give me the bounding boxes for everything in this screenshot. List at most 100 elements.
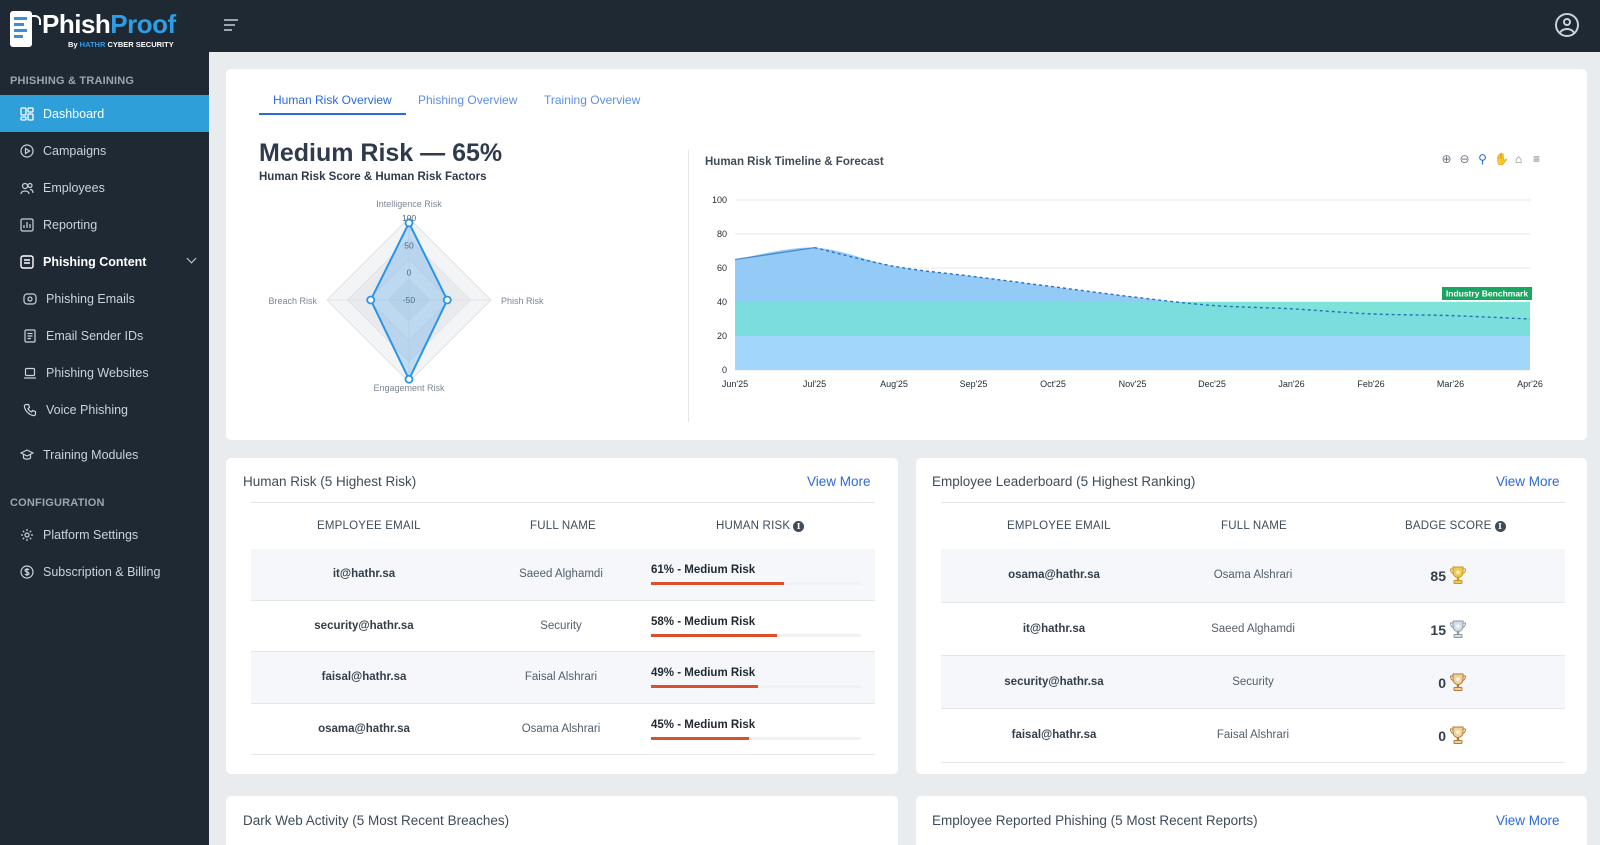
x-tick-label: Jan'26 <box>1278 379 1304 389</box>
phishproof-logo[interactable]: PhishProof By HATHR CYBER SECURITY <box>8 9 203 49</box>
radar-axis-label: Engagement Risk <box>373 383 445 393</box>
y-tick-label: 60 <box>717 263 727 273</box>
sidebar-item-training-modules[interactable]: Training Modules <box>0 436 209 473</box>
pan-hand-icon[interactable]: ✋ <box>1494 152 1509 166</box>
phone-icon <box>23 403 37 417</box>
radar-axis-label: Intelligence Risk <box>376 199 442 209</box>
risk-score-title: Medium Risk — 65% <box>259 139 503 167</box>
tab-training-overview[interactable]: Training Overview <box>544 93 641 107</box>
sidebar-item-employees[interactable]: Employees <box>0 169 209 206</box>
reset-home-icon[interactable]: ⌂ <box>1514 152 1523 166</box>
chevron-down-icon[interactable] <box>186 253 197 264</box>
risk-progress-bar <box>651 582 861 585</box>
employee-email: osama@hathr.sa <box>318 722 410 735</box>
table-row[interactable] <box>251 601 875 652</box>
employee-name: Saeed Alghamdi <box>1211 622 1295 635</box>
x-tick-label: Mar'26 <box>1437 379 1464 389</box>
reported-phishing-title: Employee Reported Phishing (5 Most Recen… <box>932 813 1258 828</box>
sidebar-item-label: Phishing Emails <box>46 291 135 306</box>
sidebar-item-phishing-websites[interactable]: Phishing Websites <box>0 354 209 391</box>
reported-phishing-card <box>916 796 1587 845</box>
human-risk-table-title: Human Risk (5 Highest Risk) <box>243 474 417 489</box>
zoom-in-icon[interactable]: ⊕ <box>1441 152 1452 166</box>
info-icon[interactable]: i <box>793 521 805 532</box>
dollar-icon <box>20 564 34 579</box>
sidebar-item-reporting[interactable]: Reporting <box>0 206 209 243</box>
employee-name: Osama Alshrari <box>1213 569 1293 581</box>
chart-menu-icon[interactable]: ≡ <box>1532 152 1540 166</box>
employee-email: osama@hathr.sa <box>1008 569 1100 581</box>
user-avatar-icon[interactable] <box>1555 13 1579 37</box>
table-row[interactable] <box>251 549 875 601</box>
benchmark-label: Industry Benchmark <box>1442 287 1532 300</box>
inbox-icon <box>20 254 34 269</box>
selection-zoom-icon[interactable]: ⚲ <box>1478 152 1487 166</box>
sidebar-item-phishing-content[interactable]: Phishing Content <box>0 243 209 280</box>
human-risk-overview-card <box>226 69 1587 440</box>
sidebar-item-platform-settings[interactable]: Platform Settings <box>0 516 209 553</box>
table-row[interactable] <box>251 652 875 704</box>
sidebar-item-label: Reporting <box>43 217 98 232</box>
table-row[interactable] <box>941 709 1565 763</box>
risk-series-line <box>734 246 815 261</box>
trophy-icon <box>1449 620 1467 638</box>
menu-toggle-icon[interactable] <box>224 19 240 33</box>
x-tick-label: Nov'25 <box>1119 379 1147 389</box>
y-tick-label: 100 <box>712 195 727 205</box>
sidebar-item-phishing-emails[interactable]: Phishing Emails <box>0 280 209 317</box>
radar-tick-label: 50 <box>404 240 414 250</box>
tab-phishing-overview[interactable]: Phishing Overview <box>418 93 518 107</box>
trophy-icon <box>1449 673 1467 691</box>
top-bar: PhishProof By HATHR CYBER SECURITY <box>0 0 1600 52</box>
leaderboard-card <box>916 458 1587 774</box>
risk-timeline-chart: 0 20 40 60 80 100 Industry Benchmark Jun'25 Jul'… <box>712 195 1543 389</box>
employee-email: it@hathr.sa <box>332 568 396 580</box>
employee-email: it@hathr.sa <box>1022 622 1086 635</box>
radar-tick-label: 0 <box>407 268 412 278</box>
human-risk-view-more-link[interactable]: View More <box>807 474 871 489</box>
human-risk-value: 49% - Medium Risk <box>651 667 756 679</box>
sidebar-item-email-sender-ids[interactable]: Email Sender IDs <box>0 317 209 354</box>
x-tick-label: Jul'25 <box>803 379 826 389</box>
info-icon[interactable]: i <box>1494 521 1506 532</box>
sidebar-item-campaigns[interactable]: Campaigns <box>0 132 209 169</box>
employee-name: Osama Alshrari <box>521 722 601 735</box>
y-tick-label: 0 <box>722 365 727 375</box>
radar-tick-label: -50 <box>403 295 416 305</box>
mail-icon <box>23 292 37 306</box>
employee-name: Security <box>1232 675 1274 688</box>
risk-band <box>735 336 1530 370</box>
sidebar-item-label: Employees <box>43 180 105 195</box>
radar-data-point <box>366 295 376 305</box>
x-tick-label: Jun'25 <box>722 379 748 389</box>
risk-band <box>735 302 1530 336</box>
play-circle-icon <box>20 143 34 158</box>
zoom-out-icon[interactable]: ⊖ <box>1459 152 1470 166</box>
svg-text:Industry Benchmark: Industry Benchmark <box>1446 289 1528 299</box>
table-row[interactable] <box>941 603 1565 656</box>
risk-progress-bar <box>651 685 861 688</box>
sidebar-item-subscription-billing[interactable]: Subscription & Billing <box>0 553 209 590</box>
chart-toolbar: ⊕ ⊖ ⚲ ✋ ⌂ ≡ <box>1440 153 1543 166</box>
leaderboard-view-more-link[interactable]: View More <box>1496 474 1560 489</box>
column-header-email: EMPLOYEE EMAIL <box>1007 520 1111 532</box>
x-tick-label: Dec'25 <box>1198 379 1226 389</box>
radar-axis-label: Breach Risk <box>268 296 317 306</box>
reported-phishing-view-more-link[interactable]: View More <box>1496 813 1560 828</box>
gear-icon <box>20 528 34 542</box>
risk-score-subtitle: Human Risk Score & Human Risk Factors <box>259 171 487 183</box>
x-tick-label: Sep'25 <box>960 379 988 389</box>
sidebar-item-dashboard[interactable]: Dashboard <box>0 95 209 132</box>
risk-progress-fill <box>651 736 750 740</box>
employee-name: Faisal Alshrari <box>1216 729 1290 741</box>
radar-data-point <box>442 295 452 305</box>
tab-human-risk-overview[interactable]: Human Risk Overview <box>259 87 406 115</box>
trophy-icon <box>1449 726 1467 744</box>
risk-progress-fill <box>651 685 758 688</box>
employee-email: faisal@hathr.sa <box>321 671 407 683</box>
employee-email: security@hathr.sa <box>314 619 414 632</box>
leaderboard-title: Employee Leaderboard (5 Highest Ranking) <box>932 474 1196 489</box>
sidebar-item-voice-phishing[interactable]: Voice Phishing <box>0 391 209 428</box>
employee-email: security@hathr.sa <box>1004 675 1104 688</box>
table-row[interactable] <box>251 704 875 755</box>
